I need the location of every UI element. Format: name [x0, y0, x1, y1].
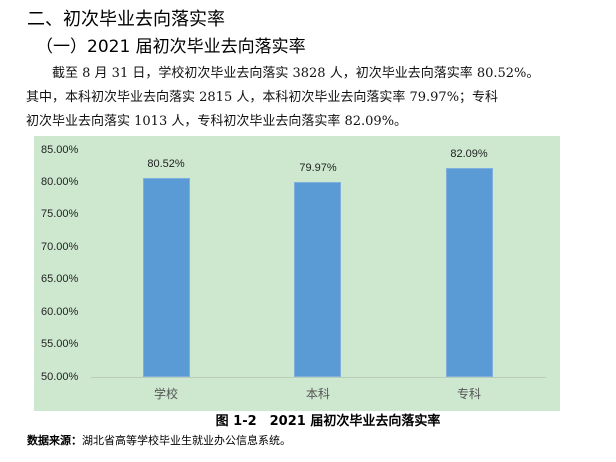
- category-label: 学校: [153, 387, 178, 401]
- bar-value-label: 80.52%: [147, 158, 185, 170]
- paragraph-line-3: 初次毕业去向落实 1013 人，专科初次毕业去向落实率 82.09%。: [26, 114, 408, 129]
- paragraph-line-1: 截至 8 月 31 日，学校初次毕业去向落实 3828 人，初次毕业去向落实率 …: [52, 66, 540, 81]
- bar-school: [143, 178, 190, 377]
- bar-value-label: 82.09%: [450, 148, 488, 160]
- summary-paragraph: 截至 8 月 31 日，学校初次毕业去向落实 3828 人，初次毕业去向落实率 …: [26, 62, 586, 134]
- y-tick: 80.00%: [41, 176, 79, 188]
- y-tick: 85.00%: [41, 144, 79, 156]
- category-label: 本科: [305, 387, 330, 401]
- bar-junior-college: [446, 168, 493, 377]
- y-tick: 55.00%: [41, 338, 79, 350]
- paragraph-line-2: 其中，本科初次毕业去向落实 2815 人，本科初次毕业去向落实率 79.97%；…: [26, 90, 499, 105]
- figure-caption: 图 1-2 2021 届初次毕业去向落实率: [215, 414, 441, 429]
- bar-undergraduate: [294, 182, 341, 377]
- y-tick: 65.00%: [41, 273, 79, 285]
- section-title: 二、初次毕业去向落实率: [27, 9, 225, 30]
- subsection-title: （一）2021 届初次毕业去向落实率: [36, 37, 306, 57]
- category-label: 专科: [456, 387, 481, 401]
- data-source: 数据来源：湖北省高等学校毕业生就业办公信息系统。: [27, 432, 291, 450]
- x-axis-line: [91, 377, 546, 378]
- y-tick: 70.00%: [41, 241, 79, 253]
- bar-value-label: 79.97%: [299, 162, 337, 174]
- y-tick: 75.00%: [41, 208, 79, 220]
- bar-chart: 85.00% 80.00% 75.00% 70.00% 65.00% 60.00…: [34, 136, 560, 411]
- y-tick: 60.00%: [41, 306, 79, 318]
- source-text: 湖北省高等学校毕业生就业办公信息系统。: [82, 434, 291, 447]
- y-tick: 50.00%: [41, 371, 79, 383]
- source-label: 数据来源：: [27, 434, 82, 447]
